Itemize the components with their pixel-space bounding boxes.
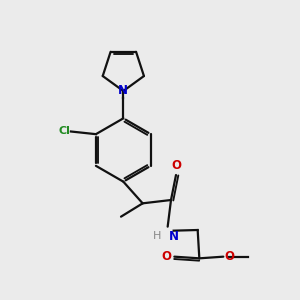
Text: O: O xyxy=(161,250,171,262)
Text: O: O xyxy=(224,250,234,262)
Text: H: H xyxy=(153,231,161,241)
Text: N: N xyxy=(169,230,179,243)
Text: N: N xyxy=(118,84,128,97)
Text: Cl: Cl xyxy=(58,127,70,136)
Text: O: O xyxy=(171,159,181,172)
